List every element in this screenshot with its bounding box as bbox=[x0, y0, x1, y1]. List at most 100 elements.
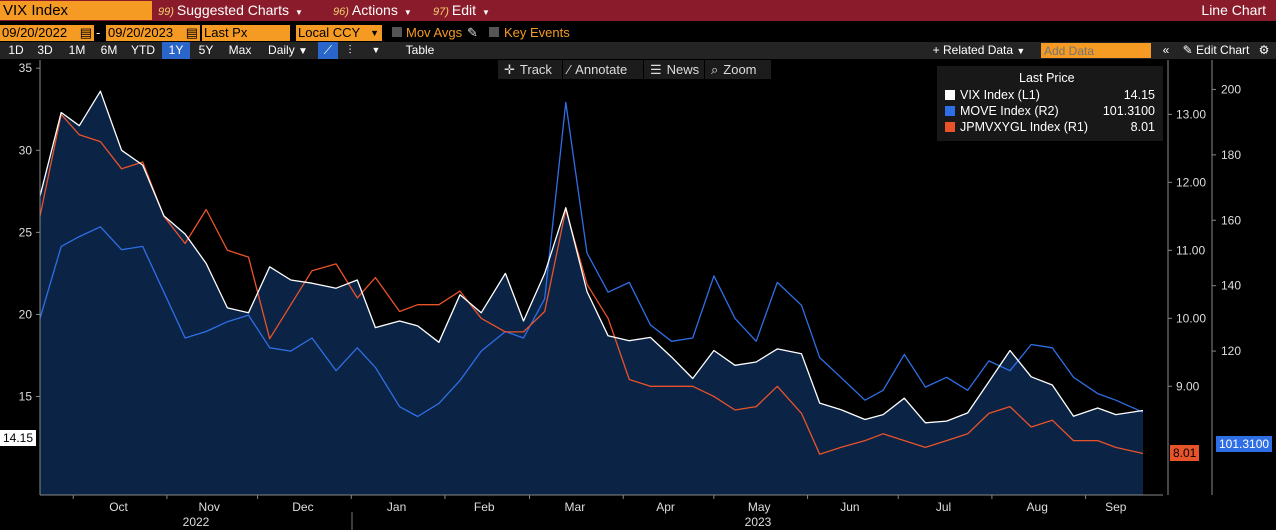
legend-item-jpm[interactable]: JPMVXYGL Index (R1) bbox=[945, 119, 1088, 135]
menu-number: 97) bbox=[433, 6, 449, 18]
range-button-max[interactable]: Max bbox=[228, 43, 252, 57]
title-bar: VIX Index 99) Suggested Charts ▼ 96) Action… bbox=[0, 0, 1276, 21]
date-separator: - bbox=[96, 25, 101, 40]
key-events-label: Key Events bbox=[504, 25, 570, 40]
currency-value: Local CCY bbox=[298, 25, 361, 40]
edit-chart-button[interactable]: ✎ Edit Chart bbox=[1178, 42, 1254, 59]
menu-label: Edit bbox=[451, 2, 477, 18]
caret-down-icon: ▼ bbox=[1016, 46, 1026, 56]
legend-value-jpm: 8.01 bbox=[1130, 120, 1155, 134]
caret-down-icon: ▼ bbox=[298, 46, 308, 57]
tool-label: Annotate bbox=[575, 62, 628, 77]
range-button-1m[interactable]: 1M bbox=[68, 43, 86, 57]
x-tick-label: Apr bbox=[656, 500, 675, 514]
gear-icon[interactable]: ⚙ bbox=[1258, 43, 1270, 57]
add-data-input[interactable] bbox=[1041, 43, 1151, 58]
swatch-icon bbox=[945, 90, 955, 100]
series-line-jpm bbox=[39, 113, 1144, 455]
y-tick-label-left: 15 bbox=[19, 390, 33, 404]
range-button-ytd[interactable]: YTD bbox=[131, 43, 155, 57]
menu-edit[interactable]: 97) Edit ▼ bbox=[433, 1, 490, 20]
start-date-field[interactable]: 09/20/2022 ▤ bbox=[0, 25, 94, 41]
mov-avgs-checkbox[interactable] bbox=[392, 27, 402, 37]
tool-label: Zoom bbox=[723, 62, 757, 77]
x-tick-label: Aug bbox=[1027, 500, 1048, 514]
menu-number: 99) bbox=[158, 6, 174, 18]
tool-label: Track bbox=[519, 62, 552, 77]
range-button-1d[interactable]: 1D bbox=[8, 43, 24, 57]
related-data-button[interactable]: + Related Data ▼ bbox=[926, 42, 1032, 59]
crosshair-icon: ✛ bbox=[504, 62, 515, 77]
mov-avgs-label: Mov Avgs bbox=[406, 25, 463, 40]
collapse-icon[interactable]: « bbox=[1162, 43, 1170, 57]
x-tick-label: Mar bbox=[565, 500, 586, 514]
tool-annotate[interactable]: ⁄ Annotate bbox=[563, 60, 643, 79]
y-tick-label-r1: 12.00 bbox=[1176, 175, 1206, 189]
series-area-vix bbox=[40, 91, 1143, 495]
tool-zoom[interactable]: ⌕ Zoom bbox=[705, 60, 771, 79]
currency-select[interactable]: Local CCY ▼ bbox=[296, 25, 382, 41]
y-tick-label-r1: 10.00 bbox=[1176, 311, 1206, 325]
caret-down-icon: ▼ bbox=[482, 8, 490, 17]
menu-suggested-charts[interactable]: 99) Suggested Charts ▼ bbox=[158, 1, 303, 20]
x-tick-label: Oct bbox=[109, 500, 128, 514]
calendar-icon[interactable]: ▤ bbox=[79, 25, 92, 40]
range-button-3d[interactable]: 3D bbox=[37, 43, 53, 57]
candlestick-icon[interactable]: ⫶ bbox=[348, 43, 352, 57]
tool-label: News bbox=[666, 62, 700, 77]
x-tick-label: Jul bbox=[936, 500, 951, 514]
x-tick-label: Nov bbox=[199, 500, 220, 514]
pencil-icon[interactable]: ✎ bbox=[467, 25, 478, 40]
series-line-vix bbox=[39, 90, 1144, 424]
menu-label: Suggested Charts bbox=[176, 2, 289, 18]
x-tick-label: May bbox=[748, 500, 771, 514]
field-select[interactable]: Last Px bbox=[202, 25, 290, 41]
pencil-icon: ✎ bbox=[1182, 43, 1193, 57]
tool-track[interactable]: ✛ Track bbox=[498, 60, 562, 79]
caret-down-icon: ▼ bbox=[294, 8, 303, 17]
x-tick-label: Feb bbox=[474, 500, 495, 514]
range-button-5y[interactable]: 5Y bbox=[198, 43, 214, 57]
chart-type-label: Line Chart bbox=[1201, 2, 1266, 18]
edit-chart-label: Edit Chart bbox=[1196, 43, 1250, 57]
plus-icon: + bbox=[932, 43, 940, 57]
legend-header: Last Price bbox=[1019, 71, 1075, 85]
y-tick-label-r1: 11.00 bbox=[1176, 243, 1205, 257]
legend-name: MOVE Index (R2) bbox=[960, 104, 1059, 118]
swatch-icon bbox=[945, 122, 955, 132]
caret-down-icon[interactable]: ▼ bbox=[371, 45, 381, 55]
swatch-icon bbox=[945, 106, 955, 116]
settings-bar: 09/20/2022 ▤ - 09/20/2023 ▤ Last Px Local … bbox=[0, 24, 1276, 42]
calendar-icon[interactable]: ▤ bbox=[185, 25, 198, 40]
end-date-field[interactable]: 09/20/2023 ▤ bbox=[106, 25, 200, 41]
related-data-label: Related Data bbox=[943, 43, 1014, 57]
y-tick-label-left: 35 bbox=[19, 61, 33, 75]
periodicity-select[interactable]: Daily ▼ bbox=[262, 42, 314, 59]
tool-news[interactable]: ☰ News bbox=[644, 60, 704, 79]
y-tick-label-r2: 180 bbox=[1221, 148, 1241, 162]
legend-name: VIX Index (L1) bbox=[960, 88, 1040, 102]
menu-actions[interactable]: 96) Actions ▼ bbox=[333, 1, 412, 20]
range-button-1y[interactable]: 1Y bbox=[162, 42, 190, 59]
zoom-icon: ⌕ bbox=[711, 62, 719, 77]
last-value-tag-jpm: 8.01 bbox=[1170, 445, 1200, 461]
y-tick-label-left: 20 bbox=[19, 307, 33, 321]
periodicity-value: Daily bbox=[268, 43, 295, 57]
legend-item-vix[interactable]: VIX Index (L1) bbox=[945, 87, 1040, 103]
legend-item-move[interactable]: MOVE Index (R2) bbox=[945, 103, 1059, 119]
last-value-tag-vix: 14.15 bbox=[0, 430, 37, 446]
legend-value-move: 101.3100 bbox=[1102, 104, 1155, 118]
legend: Last Price VIX Index (L1) 14.15 MOVE Ind… bbox=[937, 66, 1163, 141]
menu-number: 96) bbox=[333, 6, 349, 18]
range-button-6m[interactable]: 6M bbox=[100, 43, 118, 57]
caret-down-icon: ▼ bbox=[403, 8, 412, 17]
line-chart-icon[interactable]: ⟋ bbox=[318, 42, 338, 59]
menu-label: Actions bbox=[351, 2, 398, 18]
table-button[interactable]: Table bbox=[405, 43, 435, 57]
ticker-field[interactable]: VIX Index bbox=[0, 1, 152, 20]
key-events-checkbox[interactable] bbox=[489, 27, 499, 37]
y-tick-label-r2: 140 bbox=[1221, 279, 1241, 293]
y-tick-label-left: 25 bbox=[19, 225, 33, 239]
last-value-tag-move: 101.3100 bbox=[1216, 436, 1273, 452]
